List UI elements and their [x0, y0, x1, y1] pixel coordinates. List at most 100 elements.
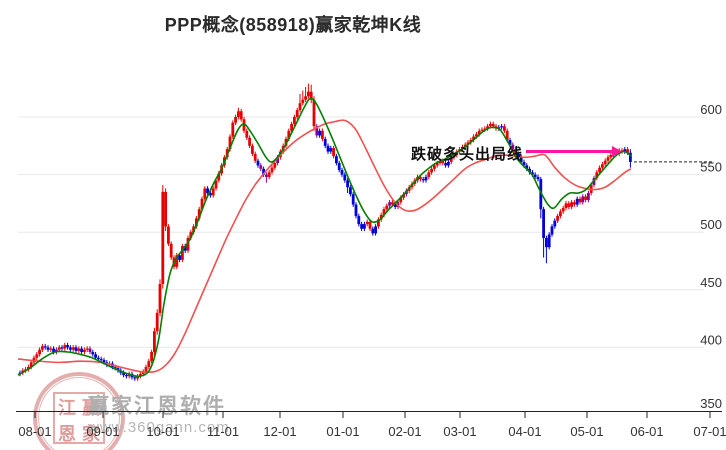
- candle-body: [318, 130, 321, 136]
- candle-body: [351, 194, 355, 205]
- candle-body: [491, 123, 495, 127]
- candle-body: [178, 255, 181, 260]
- candle-body: [29, 362, 33, 367]
- candle-body: [66, 345, 69, 348]
- y-axis-tick-label: 500: [700, 217, 722, 232]
- seal-char: 江: [58, 398, 76, 418]
- candle-body: [435, 163, 439, 166]
- candle-body: [360, 224, 363, 229]
- candle-body: [421, 179, 425, 181]
- candle-body: [125, 375, 128, 377]
- candle-body: [603, 160, 607, 165]
- candle-body: [606, 157, 610, 161]
- candle-body: [287, 130, 291, 139]
- candle-body: [472, 136, 475, 141]
- candle-body: [276, 157, 279, 164]
- candle-body: [449, 157, 453, 162]
- candle-body: [508, 140, 512, 145]
- candle-body: [559, 211, 562, 217]
- candle-body: [340, 169, 344, 175]
- ma-fast-line: [17, 97, 632, 378]
- candle-body: [181, 246, 184, 260]
- candle-body: [578, 198, 582, 203]
- x-axis-tick-label: 11-01: [207, 424, 239, 439]
- candle-body: [38, 349, 41, 355]
- candle-body: [164, 191, 167, 227]
- y-axis-tick-label: 400: [700, 332, 722, 347]
- candle-body: [97, 357, 100, 359]
- candle-body: [43, 346, 47, 348]
- candle-body: [573, 202, 576, 205]
- candle-body: [147, 361, 151, 367]
- candle-body: [133, 377, 137, 379]
- candle-body: [570, 202, 573, 207]
- candle-body: [214, 180, 218, 189]
- candle-body: [326, 145, 330, 152]
- candle-body: [253, 153, 257, 161]
- candle-body: [581, 196, 585, 203]
- candle-body: [433, 165, 436, 169]
- candle-body: [598, 167, 601, 173]
- candle-body: [522, 161, 526, 166]
- candle-body: [357, 216, 361, 225]
- candle-body: [323, 138, 327, 146]
- candle-body: [519, 157, 523, 162]
- candle-body: [209, 193, 212, 196]
- candle-body: [77, 348, 81, 351]
- candle-body: [402, 194, 405, 198]
- candle-body: [503, 126, 506, 131]
- candle-body: [545, 237, 548, 248]
- candle-body: [539, 179, 543, 210]
- candle-body: [295, 110, 299, 117]
- candle-body: [447, 161, 450, 166]
- candle-body: [251, 145, 254, 154]
- candle-body: [245, 130, 249, 138]
- candle-body: [379, 214, 383, 220]
- arrow-right-icon: [612, 146, 622, 158]
- candle-body: [444, 163, 447, 166]
- candle-body: [211, 188, 215, 196]
- watermark-url-text: www.360gann.com: [88, 419, 230, 436]
- candle-body: [337, 163, 341, 170]
- candle-body: [601, 164, 604, 168]
- x-axis-tick-label: 01-01: [326, 424, 359, 439]
- candle-body: [24, 369, 27, 371]
- candle-body: [71, 347, 75, 350]
- candle-body: [505, 130, 509, 141]
- candle-body: [329, 148, 333, 152]
- candle-body: [427, 172, 431, 177]
- candle-body: [584, 196, 587, 200]
- watermark-brand-text: 赢家江恩软件: [88, 395, 226, 418]
- candle-body: [35, 354, 39, 358]
- candle-body: [475, 134, 478, 137]
- candle-body: [150, 352, 153, 362]
- candle-body: [441, 160, 445, 164]
- candle-body: [206, 188, 209, 194]
- y-axis-tick-label: 550: [700, 160, 722, 175]
- candle-body: [52, 348, 55, 353]
- candle-body: [139, 373, 142, 377]
- candle-body: [197, 209, 201, 219]
- y-axis-tick-label: 600: [700, 102, 722, 117]
- candle-body: [265, 174, 268, 177]
- candle-body: [136, 376, 139, 379]
- candle-body: [511, 144, 515, 150]
- candle-body: [167, 226, 170, 244]
- candle-body: [452, 155, 456, 158]
- candle-body: [547, 234, 551, 248]
- y-axis-tick-label: 450: [700, 275, 722, 290]
- candle-body: [49, 348, 53, 350]
- candle-body: [385, 205, 389, 210]
- candle-body: [332, 148, 335, 157]
- y-axis-labels: 600 550 500 450 400 350: [700, 102, 722, 411]
- candle-body: [388, 202, 391, 206]
- candle-body: [158, 284, 162, 313]
- candle-body: [391, 202, 394, 205]
- candle-body: [542, 209, 545, 238]
- candle-body: [153, 331, 156, 353]
- candle-body: [242, 119, 246, 131]
- candle-body: [200, 198, 204, 210]
- candle-body: [455, 151, 459, 156]
